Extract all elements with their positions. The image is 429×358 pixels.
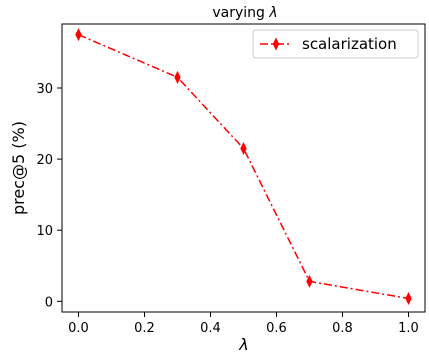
data-point-marker [306,274,313,288]
plot-area [61,23,426,313]
y-axis-ticks: 0 10 20 30 [36,82,62,310]
x-axis-label: λ [238,335,248,354]
y-axis-label: prec@5 (%) [9,121,28,215]
series-markers-scalarization [75,28,412,305]
data-point-marker [75,28,82,42]
legend-box [252,29,419,59]
legend: scalarization [252,29,419,59]
data-point-marker [405,291,412,305]
x-tick-label: 0.0 [68,321,89,336]
y-tick-label: 20 [36,153,53,168]
legend-marker-diamond-icon [272,37,280,51]
x-tick-label: 0.8 [332,321,353,336]
x-tick-label: 0.4 [200,321,221,336]
data-point-marker [240,141,247,155]
legend-label: scalarization [302,35,397,53]
y-tick-label: 0 [45,295,53,310]
data-point-marker [174,70,181,84]
chart-title: varying λ [212,5,277,21]
x-tick-label: 1.0 [398,321,419,336]
y-tick-label: 30 [36,82,53,97]
x-tick-label: 0.6 [266,321,287,336]
x-axis-ticks: 0.0 0.2 0.4 0.6 0.8 1.0 [68,312,419,336]
x-tick-label: 0.2 [134,321,155,336]
y-tick-label: 10 [36,224,53,239]
